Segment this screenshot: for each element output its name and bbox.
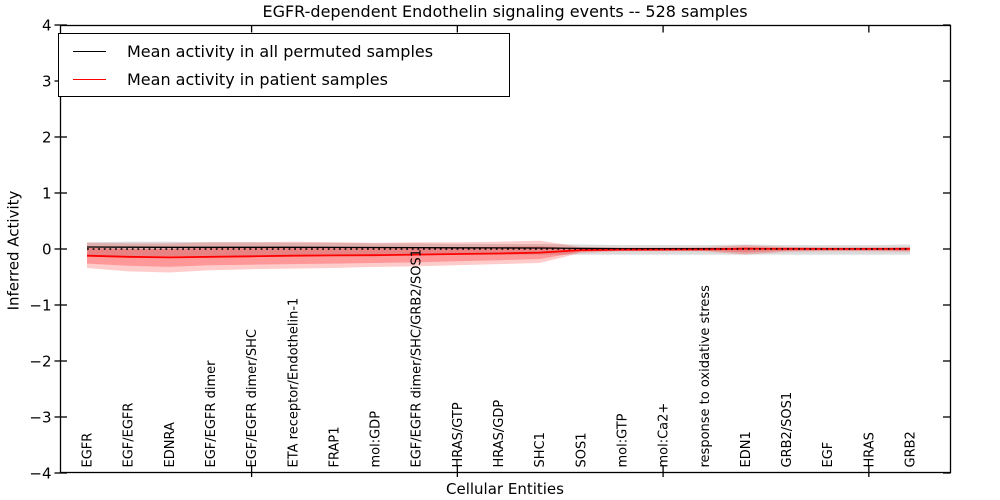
band-patient-inner [87, 246, 910, 267]
x-entity-label: GRB2 [904, 431, 919, 467]
x-entity-label: EGF/EGFR [122, 403, 137, 468]
patient-line-swatch [73, 78, 106, 80]
legend-label-patient: Mean activity in patient samples [127, 69, 388, 89]
y-tick-label: −1 [29, 297, 51, 315]
y-tick-label: −4 [29, 465, 51, 483]
x-entity-label: EDNRA [163, 422, 178, 467]
x-entity-label: EGF/EGFR dimer [204, 360, 219, 468]
x-entity-label: EGF/EGFR dimer/SHC/GRB2/SOS1 [410, 249, 425, 468]
chart-title: EGFR-dependent Endothelin signaling even… [262, 2, 748, 21]
x-entity-label: EDN1 [739, 431, 754, 467]
legend-box: Mean activity in all permuted samples Me… [58, 33, 510, 97]
x-entity-label: EGFR [81, 433, 96, 468]
y-tick-label: 1 [42, 185, 52, 203]
x-entity-label: HRAS [862, 432, 877, 467]
x-entity-label: HRAS/GTP [451, 402, 466, 467]
y-tick-label: 2 [42, 129, 52, 147]
y-tick-label: −2 [29, 353, 51, 371]
x-entity-label: SOS1 [574, 432, 589, 467]
x-entity-label: mol:GDP [369, 411, 384, 468]
band-permuted [87, 241, 910, 257]
x-entity-label: response to oxidative stress [698, 285, 713, 468]
x-entity-label: mol:Ca2+ [657, 403, 672, 468]
y-axis-label: Inferred Activity [4, 190, 23, 311]
y-tick-label: 3 [42, 73, 52, 91]
y-tick-label: 4 [42, 17, 52, 35]
legend-item-permuted: Mean activity in all permuted samples [73, 40, 509, 62]
permuted-line-swatch [73, 50, 106, 52]
legend-label-permuted: Mean activity in all permuted samples [127, 41, 434, 61]
y-tick-label: 0 [42, 241, 52, 259]
y-tick-label: −3 [29, 409, 51, 427]
x-entity-label: FRAP1 [327, 427, 342, 468]
legend-item-patient: Mean activity in patient samples [73, 68, 509, 90]
x-entity-label: ETA receptor/Endothelin-1 [286, 298, 301, 468]
x-entity-label: GRB2/SOS1 [780, 392, 795, 468]
x-entity-label: HRAS/GDP [492, 400, 507, 468]
x-entity-label: EGF [821, 442, 836, 468]
patient-mean-line [86, 247, 911, 259]
x-entity-label: EGF/EGFR dimer/SHC [245, 329, 260, 467]
x-axis-label: Cellular Entities [446, 480, 564, 498]
x-entity-label: mol:GTP [615, 413, 630, 467]
x-entity-label: SHC1 [533, 432, 548, 467]
